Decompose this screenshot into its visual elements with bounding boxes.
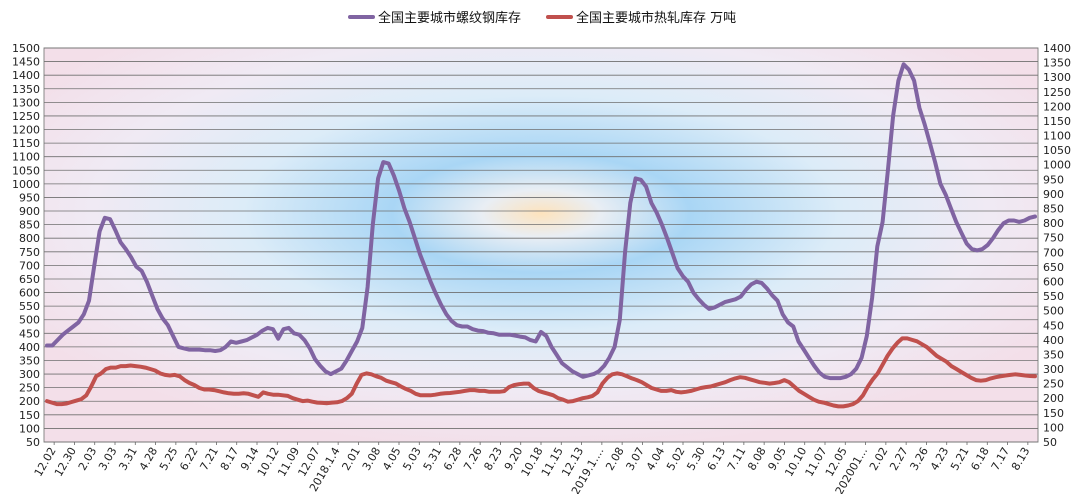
x-tick-label: 2.03 [76, 445, 100, 473]
y-right-tick-label: 1250 [1043, 86, 1071, 99]
y-left-tick-label: 1050 [12, 164, 40, 177]
series-lines [45, 62, 1037, 409]
x-tick-label: 2.08 [603, 445, 627, 473]
x-tick-label: 5.31 [421, 445, 445, 473]
y-left-tick-label: 950 [19, 191, 40, 204]
y-right-tick-label: 600 [1043, 275, 1064, 288]
y-left-tick-label: 200 [19, 395, 40, 408]
y-left-tick-label: 550 [19, 300, 40, 313]
x-tick-label: 3.07 [624, 445, 648, 473]
y-right-tick-label: 1150 [1043, 115, 1071, 128]
y-right-tick-label: 900 [1043, 188, 1064, 201]
x-tick-label: 7.26 [461, 445, 485, 473]
x-tick-label: 3.26 [908, 445, 932, 473]
x-tick-label: 4.28 [137, 445, 161, 473]
series-line-hotrolled [45, 336, 1037, 409]
y-left-tick-label: 1350 [12, 83, 40, 96]
x-tick-label: 7.11 [725, 445, 749, 473]
x-tick-label: 2.01 [340, 445, 364, 473]
x-tick-label: 6.13 [705, 445, 729, 473]
y-left-tick-label: 850 [19, 219, 40, 232]
y-right-tick-label: 400 [1043, 334, 1064, 347]
y-left-tick-label: 750 [19, 246, 40, 259]
x-tick-label: 8.08 [745, 445, 769, 473]
x-tick-label: 5.21 [948, 445, 972, 473]
y-left-tick-label: 600 [19, 287, 40, 300]
x-tick-label: 6.18 [968, 445, 992, 473]
x-tick-label: 7.17 [989, 445, 1013, 473]
x-tick-label: 5.25 [157, 445, 181, 473]
y-left-tick-label: 1000 [12, 178, 40, 191]
plot-area [43, 47, 1039, 443]
x-tick-label: 3.08 [360, 445, 384, 473]
y-right-tick-label: 150 [1043, 407, 1064, 420]
y-left-tick-label: 1200 [12, 124, 40, 137]
y-left-tick-label: 350 [19, 354, 40, 367]
legend: 全国主要城市螺纹钢库存 全国主要城市热轧库存 万吨 [348, 10, 736, 26]
y-right-tick-label: 1400 [1043, 42, 1071, 55]
y-left-tick-label: 250 [19, 382, 40, 395]
y-left-tick-label: 700 [19, 259, 40, 272]
y-left-tick-label: 400 [19, 341, 40, 354]
x-tick-label: 4.05 [380, 445, 404, 473]
y-right-tick-label: 850 [1043, 203, 1064, 216]
y-right-tick-label: 1100 [1043, 130, 1071, 143]
y-right-tick-label: 450 [1043, 319, 1064, 332]
y-left-tick-label: 50 [26, 436, 40, 449]
x-tick-label: 4.04 [644, 445, 668, 473]
y-left-tick-label: 1100 [12, 151, 40, 164]
y-right-tick-label: 700 [1043, 246, 1064, 259]
x-tick-label: 3.31 [116, 445, 140, 473]
x-tick-label: 6.22 [177, 445, 201, 473]
y-left-tick-label: 150 [19, 409, 40, 422]
y-right-tick-label: 300 [1043, 363, 1064, 376]
y-left-tick-label: 650 [19, 273, 40, 286]
y-right-tick-label: 1000 [1043, 159, 1071, 172]
y-right-tick-label: 250 [1043, 378, 1064, 391]
gridlines [44, 47, 1038, 443]
y-right-tick-label: 50 [1043, 436, 1057, 449]
y-right-tick-label: 550 [1043, 290, 1064, 303]
y-left-tick-label: 1150 [12, 137, 40, 150]
y-left-tick-label: 1450 [12, 56, 40, 69]
y-right-tick-label: 100 [1043, 421, 1064, 434]
x-tick-label: 5.30 [684, 445, 708, 473]
x-tick-label: 2.27 [887, 445, 911, 473]
y-right-tick-label: 500 [1043, 305, 1064, 318]
y-left-tick-label: 450 [19, 327, 40, 340]
y-right-tick-label: 1350 [1043, 57, 1071, 70]
y-left-tick-label: 900 [19, 205, 40, 218]
x-tick-label: 5.02 [664, 445, 688, 473]
x-tick-label: 8.23 [482, 445, 506, 473]
y-right-tick-label: 1300 [1043, 71, 1071, 84]
y-right-tick-label: 1050 [1043, 144, 1071, 157]
x-tick-label: 5.03 [400, 445, 424, 473]
x-tick-label: 7.21 [198, 445, 222, 473]
y-left-tick-label: 500 [19, 314, 40, 327]
y-right-tick-label: 650 [1043, 261, 1064, 274]
y-left-tick-label: 100 [19, 422, 40, 435]
y-right-tick-label: 1200 [1043, 100, 1071, 113]
y-left-tick-label: 1300 [12, 96, 40, 109]
x-tick-label: 4.23 [928, 445, 952, 473]
legend-label-rebar: 全国主要城市螺纹钢库存 [378, 10, 521, 26]
y-left-tick-label: 1250 [12, 110, 40, 123]
x-tick-label: 6.28 [441, 445, 465, 473]
y-right-tick-label: 800 [1043, 217, 1064, 230]
y-right-tick-label: 750 [1043, 232, 1064, 245]
legend-label-hotrolled: 全国主要城市热轧库存 万吨 [576, 10, 736, 26]
y-left-tick-label: 300 [19, 368, 40, 381]
series-line-rebar [45, 62, 1037, 381]
x-tick-label: 8.17 [218, 445, 242, 473]
y-right-tick-label: 350 [1043, 348, 1064, 361]
y-left-tick-label: 1400 [12, 69, 40, 82]
x-tick-label: 2.02 [867, 445, 891, 473]
y-right-tick-label: 200 [1043, 392, 1064, 405]
x-tick-label: 8.13 [1009, 445, 1033, 473]
x-tick-label: 3.03 [96, 445, 120, 473]
y-right-tick-label: 950 [1043, 173, 1064, 186]
y-left-tick-label: 800 [19, 232, 40, 245]
y-left-tick-label: 1500 [12, 42, 40, 55]
